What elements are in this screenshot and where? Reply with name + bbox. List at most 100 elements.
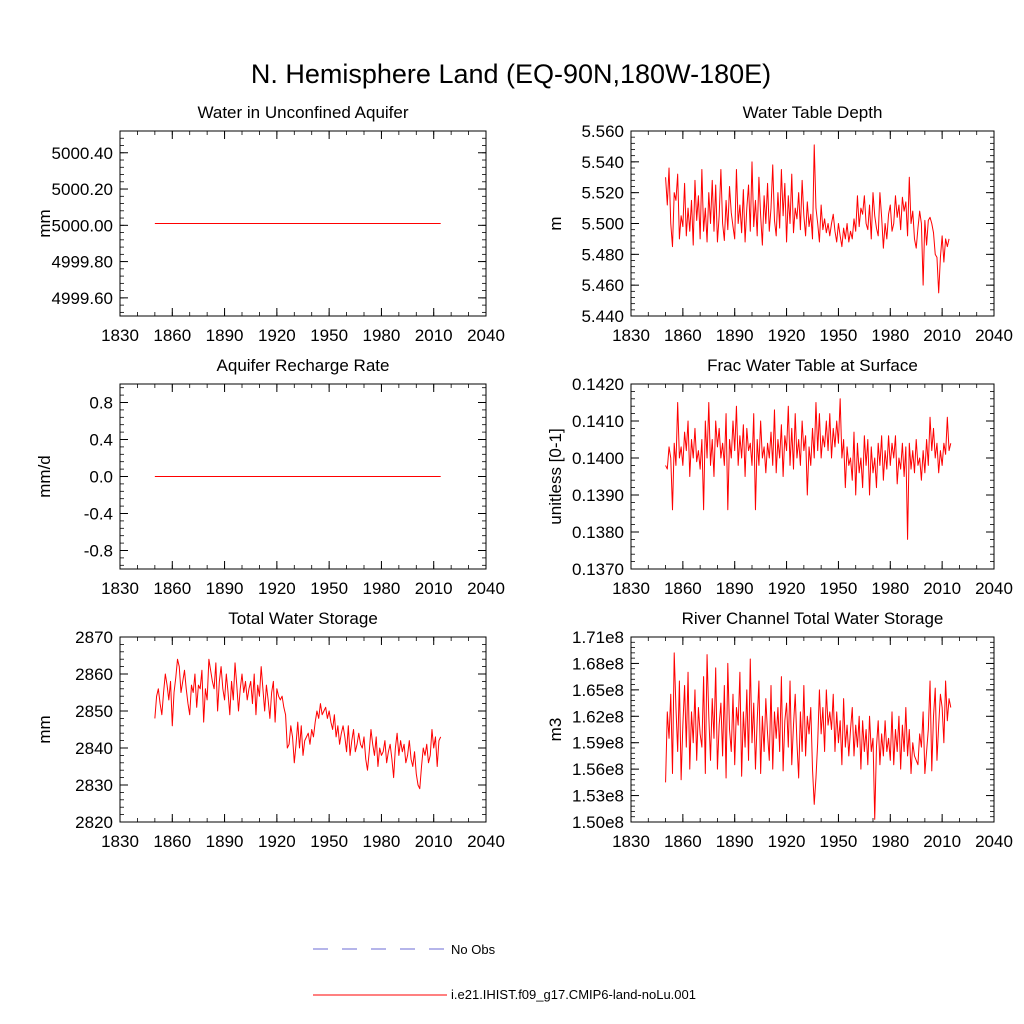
x-tick-label: 1860 [153, 326, 191, 345]
y-tick-label: 5000.00 [52, 216, 113, 235]
x-tick-label: 1830 [612, 326, 650, 345]
x-tick-label: 1890 [716, 832, 754, 851]
panels: Water in Unconfined Aquifer mm 1830 1860 189… [35, 103, 1013, 851]
y-axis-label: m3 [546, 718, 565, 742]
x-tick-label: 1950 [820, 579, 858, 598]
x-tick-label: 1830 [612, 579, 650, 598]
legend: No Obs i.e21.IHIST.f09_g17.CMIP6-land-no… [313, 942, 696, 1002]
x-tick-label: 1890 [716, 326, 754, 345]
y-tick-label: 1.68e8 [572, 654, 624, 673]
x-tick-label: 1860 [153, 579, 191, 598]
x-tick-label: 2040 [975, 579, 1013, 598]
x-tick-label: 1980 [363, 579, 401, 598]
y-tick-label: 5.500 [581, 215, 624, 234]
y-tick-label: 1.59e8 [572, 734, 624, 753]
y-tick-label: 1.71e8 [572, 628, 624, 647]
y-tick-label: 4999.80 [52, 253, 113, 272]
x-tick-label: 2010 [923, 579, 961, 598]
y-tick-label: 2850 [75, 702, 113, 721]
y-tick-label: 0.1410 [572, 412, 624, 431]
x-tick-label: 2010 [923, 832, 961, 851]
y-axis-label: m [546, 216, 565, 230]
series-line [665, 144, 950, 294]
y-tick-label: 2840 [75, 739, 113, 758]
x-tick-label: 1890 [716, 579, 754, 598]
y-tick-label: 5000.20 [52, 180, 113, 199]
panel-4: Frac Water Table at Surface unitless [0-1… [546, 356, 1013, 598]
x-tick-label: 2040 [975, 832, 1013, 851]
x-tick-label: 1980 [871, 326, 909, 345]
x-tick-label: 1950 [820, 326, 858, 345]
y-tick-label: 5000.40 [52, 144, 113, 163]
y-tick-label: 5.480 [581, 245, 624, 264]
y-tick-label: 4999.60 [52, 289, 113, 308]
y-tick-label: 0.1420 [572, 375, 624, 394]
x-tick-label: 1890 [206, 832, 244, 851]
y-tick-label: 0.8 [89, 394, 113, 413]
x-tick-label: 1860 [664, 832, 702, 851]
figure-title: N. Hemisphere Land (EQ-90N,180W-180E) [251, 59, 771, 89]
y-tick-label: 2830 [75, 776, 113, 795]
x-tick-label: 1890 [206, 326, 244, 345]
y-tick-label: 1.62e8 [572, 707, 624, 726]
series-line [154, 658, 442, 790]
x-tick-label: 1920 [768, 832, 806, 851]
panel-2: Water Table Depth m 1830 1860 1890 1920 1950 19… [546, 103, 1013, 345]
x-tick-label: 1950 [310, 579, 348, 598]
y-tick-label: 0.0 [89, 468, 113, 487]
panel-title: Water Table Depth [743, 103, 883, 122]
y-tick-label: 1.56e8 [572, 760, 624, 779]
y-tick-label: -0.4 [84, 505, 113, 524]
panel-3: Aquifer Recharge Rate mm/d 1830 1860 1890 192… [35, 356, 505, 598]
y-tick-label: 5.460 [581, 276, 624, 295]
y-tick-label: 2820 [75, 813, 113, 832]
x-tick-label: 1980 [363, 832, 401, 851]
panel-title: Total Water Storage [228, 609, 378, 628]
y-tick-label: 5.440 [581, 307, 624, 326]
y-tick-label: 1.50e8 [572, 813, 624, 832]
plot-frame [630, 383, 995, 570]
x-tick-label: 1830 [101, 326, 139, 345]
x-tick-label: 1920 [258, 832, 296, 851]
y-axis-label: mm/d [35, 455, 54, 498]
y-tick-label: 5.520 [581, 184, 624, 203]
series-line [665, 652, 952, 820]
y-tick-label: 0.1400 [572, 449, 624, 468]
y-tick-label: 0.1380 [572, 523, 624, 542]
panel-title: Frac Water Table at Surface [707, 356, 918, 375]
y-axis-label: unitless [0-1] [546, 428, 565, 524]
y-tick-label: 1.53e8 [572, 787, 624, 806]
x-tick-label: 1860 [664, 579, 702, 598]
x-tick-label: 1920 [258, 326, 296, 345]
x-tick-label: 2010 [923, 326, 961, 345]
x-tick-label: 1920 [768, 579, 806, 598]
y-tick-label: 0.4 [89, 431, 113, 450]
x-tick-label: 1860 [664, 326, 702, 345]
x-tick-label: 1830 [612, 832, 650, 851]
panel-5: Total Water Storage mm 1830 1860 1890 1920 195… [35, 609, 505, 851]
y-tick-label: 5.560 [581, 122, 624, 141]
x-tick-label: 1920 [768, 326, 806, 345]
x-tick-label: 2010 [415, 326, 453, 345]
panel-title: River Channel Total Water Storage [682, 609, 944, 628]
plot-frame [630, 636, 995, 823]
x-tick-label: 1950 [820, 832, 858, 851]
x-tick-label: 2040 [467, 326, 505, 345]
series-line [665, 398, 952, 540]
y-tick-label: 2870 [75, 628, 113, 647]
x-tick-label: 2040 [975, 326, 1013, 345]
x-tick-label: 1980 [871, 832, 909, 851]
y-tick-label: 5.540 [581, 153, 624, 172]
plot-frame [119, 636, 487, 823]
y-tick-label: -0.8 [84, 542, 113, 561]
x-tick-label: 1950 [310, 832, 348, 851]
x-tick-label: 1830 [101, 832, 139, 851]
x-tick-label: 2040 [467, 579, 505, 598]
x-tick-label: 1950 [310, 326, 348, 345]
plot-frame [119, 130, 487, 317]
x-tick-label: 1860 [153, 832, 191, 851]
y-tick-label: 2860 [75, 665, 113, 684]
panel-1: Water in Unconfined Aquifer mm 1830 1860 189… [35, 103, 505, 345]
